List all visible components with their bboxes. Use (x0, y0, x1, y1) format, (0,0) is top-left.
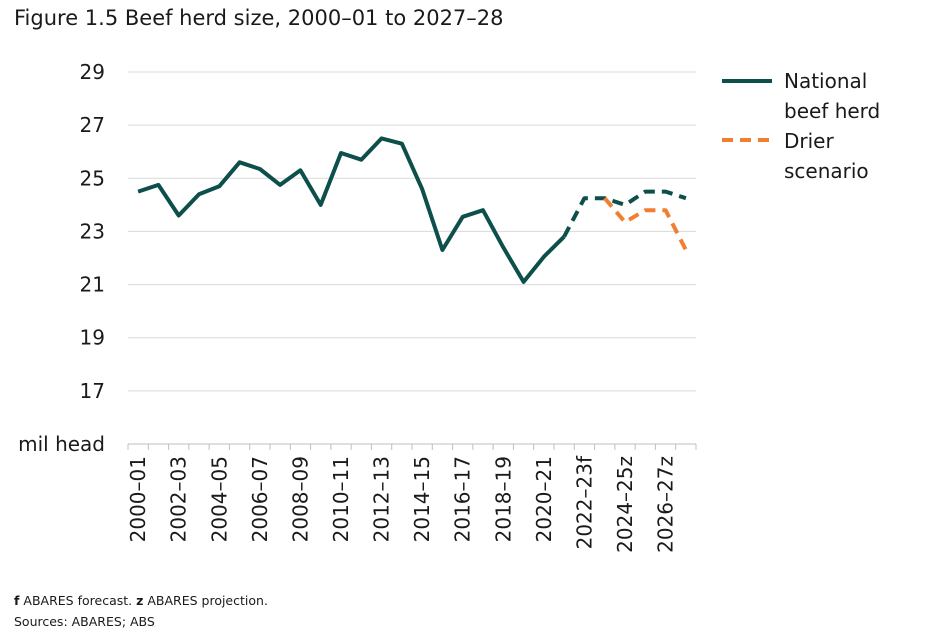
legend-label-drier: Drier scenario (784, 129, 869, 183)
x-tick-label: 2020–21 (532, 456, 556, 542)
legend: National beef herd Drier scenario (722, 66, 922, 186)
x-tick-label: 2018–19 (491, 456, 515, 542)
series-lines (137, 136, 688, 284)
x-tick-label: 2014–15 (410, 456, 434, 542)
series-line-2 (603, 196, 688, 251)
x-axis (127, 443, 697, 450)
y-tick-label: 19 (80, 326, 105, 350)
legend-swatch-solid (722, 79, 772, 83)
x-tick-label: 2006–07 (248, 456, 272, 542)
footnote-z-key: z (136, 593, 144, 608)
series-line-0 (137, 136, 566, 284)
y-tick-label: 23 (80, 219, 105, 243)
x-tick-label: 2000–01 (126, 456, 150, 542)
footnote-sources: Sources: ABARES; ABS (14, 614, 155, 629)
x-tick-label: 2026–27z (654, 456, 678, 553)
x-tick-label: 2024–25z (613, 456, 637, 553)
x-axis-tick-labels: 2000–01 2002–03 2004–05 2006–07 2008–09 2010–… (126, 455, 677, 553)
x-tick-label: 2012–13 (370, 456, 394, 542)
y-tick-label: 25 (80, 166, 105, 190)
y-axis-label: mil head (18, 432, 105, 456)
footnote-keys: f ABARES forecast. z ABARES projection. (14, 593, 268, 608)
chart-title: Figure 1.5 Beef herd size, 2000–01 to 20… (14, 6, 504, 30)
y-tick-label: 21 (80, 273, 105, 297)
legend-item-drier: Drier scenario (722, 126, 922, 186)
x-tick-label: 2004–05 (207, 456, 231, 542)
footnote-z-text: ABARES projection. (143, 593, 268, 608)
gridlines (128, 71, 696, 392)
legend-label-national: National beef herd (784, 69, 881, 123)
x-tick-label: 2022–23f (572, 455, 596, 549)
y-tick-label: 29 (80, 60, 105, 84)
footnote-f-key: f (14, 593, 20, 608)
legend-item-national: National beef herd (722, 66, 922, 126)
footnote-f-text: ABARES forecast. (19, 593, 137, 608)
x-tick-label: 2008–09 (288, 456, 312, 542)
series-line-1 (562, 189, 687, 238)
x-tick-label: 2010–11 (329, 456, 353, 542)
y-tick-label: 17 (80, 379, 105, 403)
y-axis-tick-labels: 17 19 21 23 25 27 29 (80, 60, 105, 403)
y-tick-label: 27 (80, 113, 105, 137)
x-tick-label: 2016–17 (451, 456, 475, 542)
legend-swatch-dashed (722, 138, 772, 142)
x-tick-label: 2002–03 (167, 456, 191, 542)
